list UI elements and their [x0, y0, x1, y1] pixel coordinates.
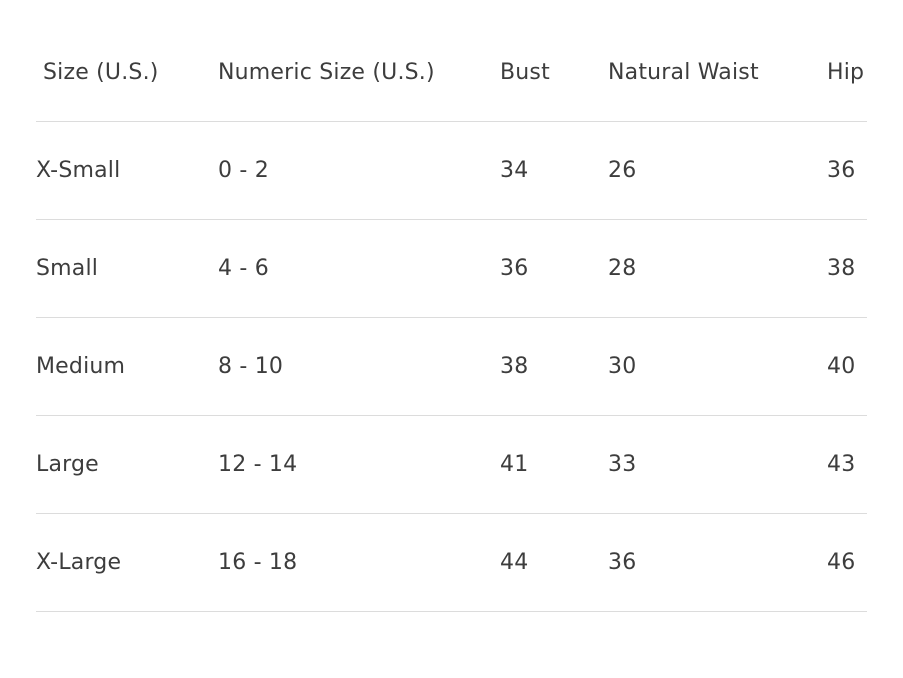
table-row: X-Large 16 - 18 44 36 46 — [36, 513, 867, 612]
header-natural-waist: Natural Waist — [608, 24, 827, 122]
header-hip: Hip — [827, 24, 867, 122]
cell-natural-waist: 30 — [608, 317, 827, 416]
cell-hip: 46 — [827, 513, 867, 612]
cell-size: X-Large — [36, 513, 218, 612]
cell-natural-waist: 26 — [608, 121, 827, 220]
cell-hip: 38 — [827, 219, 867, 318]
cell-numeric-size: 4 - 6 — [218, 219, 500, 318]
cell-hip: 36 — [827, 121, 867, 220]
cell-numeric-size: 0 - 2 — [218, 121, 500, 220]
table-row: Large 12 - 14 41 33 43 — [36, 415, 867, 514]
header-bust: Bust — [500, 24, 608, 122]
cell-numeric-size: 16 - 18 — [218, 513, 500, 612]
cell-bust: 34 — [500, 121, 608, 220]
header-size: Size (U.S.) — [36, 24, 218, 122]
cell-bust: 38 — [500, 317, 608, 416]
table-row: Medium 8 - 10 38 30 40 — [36, 317, 867, 416]
cell-hip: 43 — [827, 415, 867, 514]
cell-numeric-size: 12 - 14 — [218, 415, 500, 514]
table-row: Small 4 - 6 36 28 38 — [36, 219, 867, 318]
cell-hip: 40 — [827, 317, 867, 416]
cell-bust: 44 — [500, 513, 608, 612]
cell-size: Small — [36, 219, 218, 318]
header-row: Size (U.S.) Numeric Size (U.S.) Bust Nat… — [36, 24, 867, 122]
cell-bust: 36 — [500, 219, 608, 318]
cell-size: X-Small — [36, 121, 218, 220]
table-row: X-Small 0 - 2 34 26 36 — [36, 121, 867, 220]
cell-size: Medium — [36, 317, 218, 416]
cell-natural-waist: 36 — [608, 513, 827, 612]
cell-numeric-size: 8 - 10 — [218, 317, 500, 416]
cell-bust: 41 — [500, 415, 608, 514]
cell-natural-waist: 33 — [608, 415, 827, 514]
cell-size: Large — [36, 415, 218, 514]
cell-natural-waist: 28 — [608, 219, 827, 318]
size-chart-table: Size (U.S.) Numeric Size (U.S.) Bust Nat… — [36, 24, 867, 612]
header-numeric-size: Numeric Size (U.S.) — [218, 24, 500, 122]
